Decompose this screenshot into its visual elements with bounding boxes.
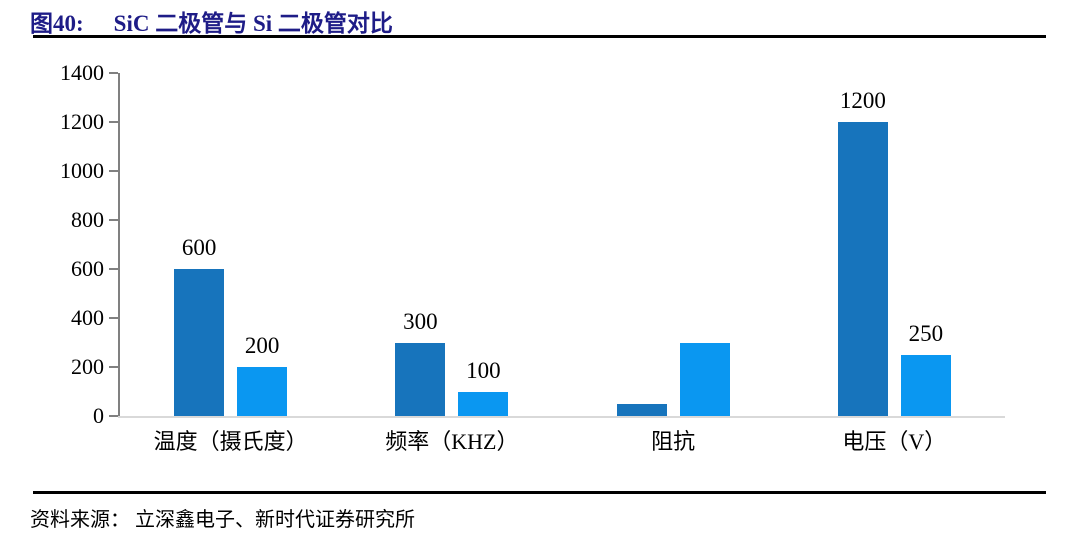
- title-divider-line: [33, 35, 1046, 38]
- y-axis-tick: [109, 317, 118, 319]
- y-axis-tick-label: 600: [71, 256, 104, 281]
- y-axis-tick-label: 800: [71, 207, 104, 232]
- y-axis-tick: [109, 268, 118, 270]
- bar-value-label: 300: [403, 308, 438, 334]
- y-axis-tick: [109, 121, 118, 123]
- y-axis-tick: [109, 415, 118, 417]
- y-axis-tick-label: 1200: [60, 109, 104, 134]
- bar-Si 二极管-电压（V）: [900, 354, 951, 416]
- bar-value-label: 600: [181, 235, 217, 260]
- source-attribution: 资料来源： 立深鑫电子、新时代证券研究所: [30, 509, 415, 531]
- y-axis-line: [118, 73, 120, 418]
- x-axis-category-label: 电压（V）: [842, 429, 947, 454]
- x-axis-line: [118, 416, 1005, 418]
- bar-value-label: 1200: [839, 88, 886, 113]
- bar-value-label: 250: [908, 320, 944, 346]
- bar-SiC 二极管-电压（V）: [837, 122, 888, 416]
- y-axis-tick: [109, 366, 118, 368]
- y-axis-tick: [109, 72, 118, 74]
- footer-divider-line: [33, 491, 1046, 494]
- bar-SiC 二极管-温度（摄氏度）: [174, 269, 225, 416]
- bar-value-label: 200: [244, 333, 280, 358]
- y-axis-tick: [109, 219, 118, 221]
- y-axis-tick: [109, 170, 118, 172]
- bar-Si 二极管-频率（KHZ）: [458, 391, 509, 416]
- y-axis-tick-label: 0: [93, 403, 104, 428]
- bar-SiC 二极管-阻抗: [616, 403, 667, 416]
- bar-SiC 二极管-频率（KHZ）: [395, 342, 446, 416]
- x-axis-category-label: 阻抗: [651, 429, 696, 454]
- bar-value-label: 100: [466, 357, 501, 383]
- y-axis-tick-label: 1400: [60, 60, 104, 85]
- y-axis-tick-label: 1000: [60, 158, 104, 183]
- bar-Si 二极管-温度（摄氏度）: [237, 367, 288, 416]
- y-axis-tick-label: 400: [71, 305, 104, 330]
- figure-title-text: SiC 二极管与 Si 二极管对比: [113, 11, 393, 36]
- bar-Si 二极管-阻抗: [679, 342, 730, 416]
- figure-title: 图40: SiC 二极管与 Si 二极管对比: [30, 4, 393, 38]
- figure-number-label: 图40:: [30, 11, 84, 36]
- y-axis-tick-label: 200: [71, 354, 104, 379]
- x-axis-category-label: 温度（摄氏度）: [153, 429, 308, 454]
- x-axis-category-label: 频率（KHZ）: [385, 429, 519, 454]
